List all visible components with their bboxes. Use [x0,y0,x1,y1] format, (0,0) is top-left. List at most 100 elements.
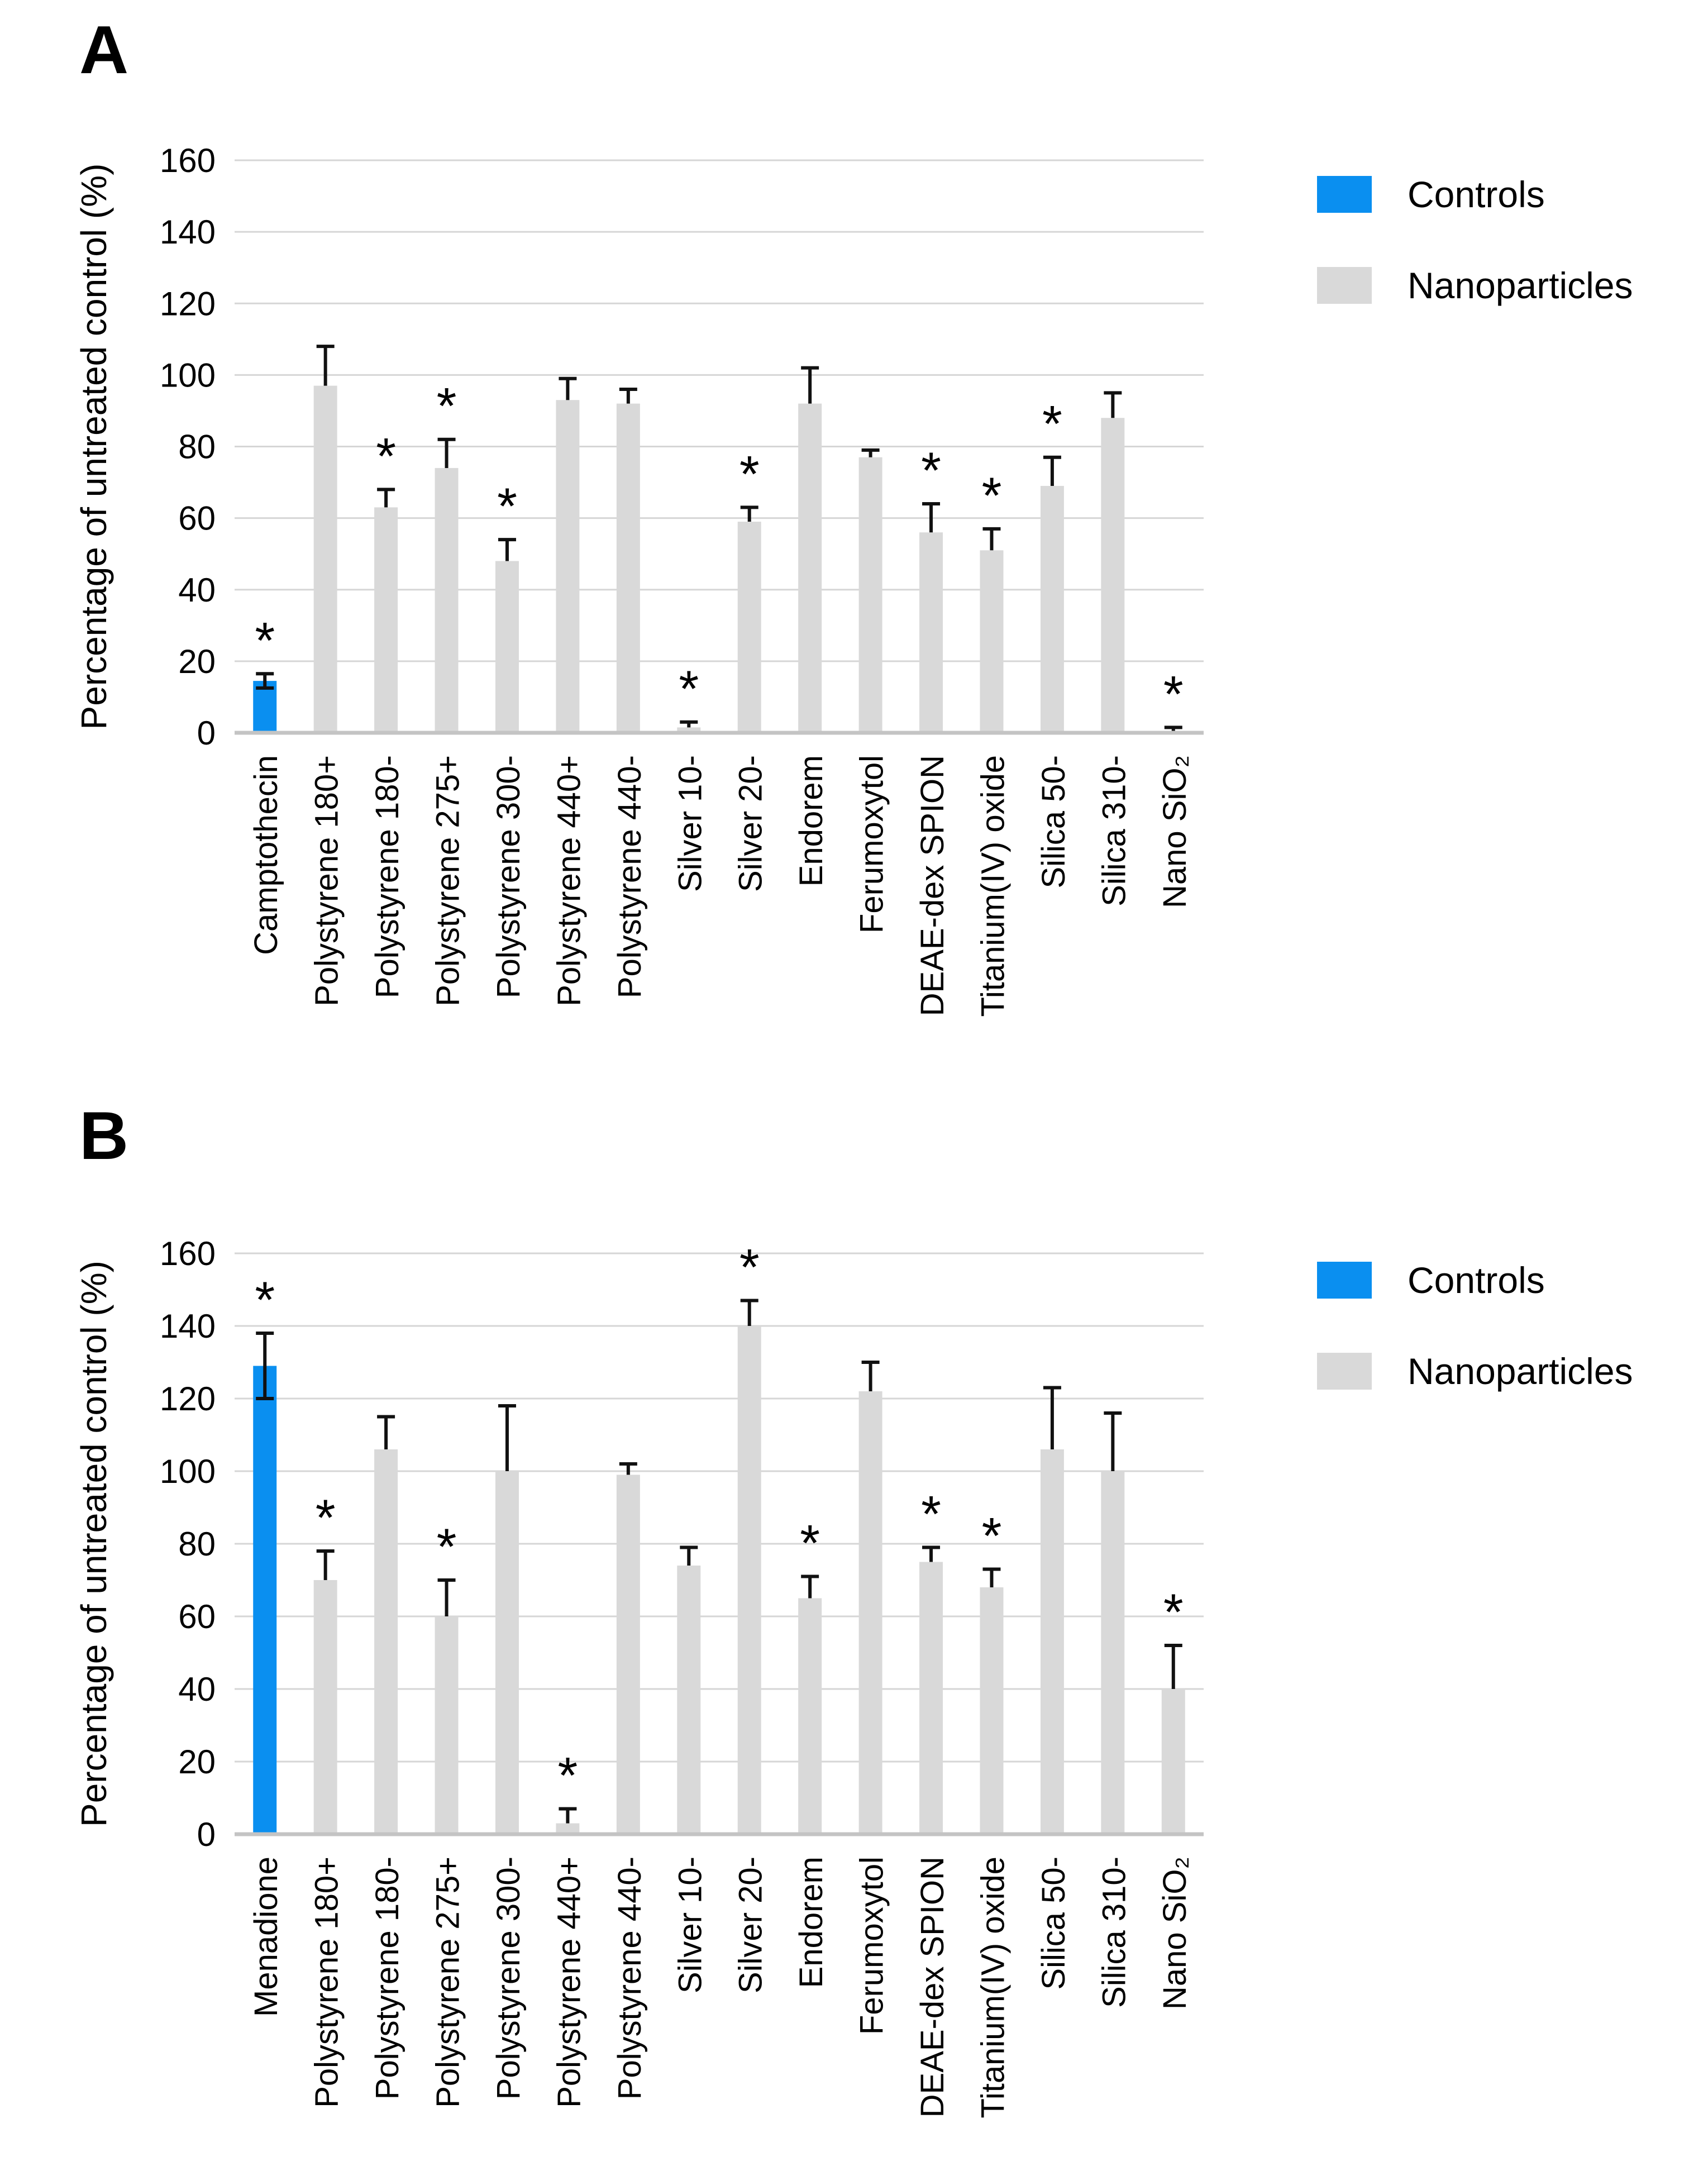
error-bar [982,1567,1001,1587]
error-bar [377,488,395,508]
x-axis-label: Polystyrene 180+ [309,1857,345,2108]
y-tick-label: 140 [160,1308,216,1345]
significance-asterisk: * [437,378,457,435]
panel-b-bar-chart: 0 20 40 60 80 100 120 140 160 * Menadione * Polystyr… [74,1235,1633,2118]
bar-Silica 50- [1040,1449,1064,1834]
x-axis-label: Polystyrene 300- [490,755,527,998]
bar-Silica 50- [1040,485,1064,733]
error-bar [498,538,516,561]
x-axis-label: Nano SiO₂ [1157,1857,1193,2010]
error-bar [740,505,758,522]
x-axis-label: Titanium(IV) oxide [975,1857,1011,2118]
significance-asterisk: * [982,467,1002,524]
bar-Silica 310- [1101,418,1125,733]
panel-b: B 0 20 40 60 80 100 120 140 160 * Menadione * Polyst… [0,1086,1708,2171]
bar-Polystyrene 180+ [313,385,337,733]
error-bar [1164,726,1182,731]
bar-Titanium(IV) oxide [980,1587,1004,1834]
x-axis-label: Titanium(IV) oxide [975,755,1011,1017]
error-bar [498,1404,516,1471]
significance-asterisk: * [255,612,275,669]
y-axis-title: Percentage of untreated control (%) [74,1261,114,1827]
bar-Polystyrene 275+ [435,1616,459,1834]
y-tick-label: 160 [160,1235,216,1272]
error-bar [801,1574,819,1599]
significance-asterisk: * [679,661,699,718]
y-tick-label: 100 [160,356,216,394]
error-bar [680,1545,698,1566]
y-tick-label: 40 [178,571,216,609]
legend-swatch-nanoparticles [1317,1353,1372,1390]
y-tick-label: 120 [160,1380,216,1418]
legend-swatch-controls [1317,1262,1372,1299]
bar-Polystyrene 300- [495,1471,519,1834]
y-tick-label: 80 [178,1525,216,1563]
panel-a-letter: A [79,12,129,88]
y-tick-label: 60 [178,1598,216,1635]
x-axis-label: Polystyrene 275+ [430,755,466,1006]
y-tick-label: 20 [178,1743,216,1781]
x-axis-label: DEAE-dex SPION [914,755,951,1016]
y-tick-label: 80 [178,428,216,466]
x-axis-label: Polystyrene 440+ [551,755,587,1006]
error-bar [316,1549,335,1580]
x-axis-label: Silver 10- [672,755,708,892]
x-axis-label: Silica 310- [1096,755,1132,906]
x-axis-label: Endorem [793,755,829,886]
significance-asterisk: * [558,1748,578,1805]
significance-asterisk: * [376,428,396,485]
error-bar [437,437,456,468]
significance-asterisk: * [1163,666,1184,723]
error-bar [861,448,880,457]
x-axis-label: DEAE-dex SPION [914,1857,951,2117]
legend-swatch-controls [1317,176,1372,213]
x-axis-label: Polystyrene 440- [612,1857,648,2100]
x-axis-label: Silica 310- [1096,1857,1132,2008]
y-tick-label: 0 [197,714,216,752]
bar-DEAE-dex SPION [919,532,943,733]
bar-Ferumoxytol [858,1391,882,1834]
bar-Endorem [798,403,822,733]
y-tick-label: 160 [160,142,216,179]
panel-b-letter: B [79,1098,129,1173]
x-axis-label: Polystyrene 180- [369,1857,405,2100]
y-tick-label: 120 [160,285,216,322]
bar-Menadione [253,1366,277,1834]
error-bar [1043,455,1061,486]
y-tick-label: 60 [178,500,216,537]
x-axis-label: Polystyrene 440- [612,755,648,998]
error-bar [1164,1644,1182,1689]
bar-Polystyrene 180- [374,1449,398,1834]
significance-asterisk: * [316,1490,336,1547]
x-axis-label: Silver 10- [672,1857,708,1993]
x-axis-label: Silica 50- [1036,755,1072,889]
bar-Silver 10- [677,727,701,733]
significance-asterisk: * [1163,1584,1184,1641]
significance-asterisk: * [740,1239,760,1296]
error-bar [559,1807,577,1824]
y-axis-title: Percentage of untreated control (%) [74,164,114,730]
error-bar [559,376,577,400]
x-axis-label: Polystyrene 275+ [430,1857,466,2108]
y-tick-label: 100 [160,1453,216,1490]
significance-asterisk: * [921,442,941,499]
error-bar [619,388,637,404]
legend-label-controls: Controls [1408,1259,1545,1301]
error-bar [377,1415,395,1449]
bar-Polystyrene 440- [616,403,640,733]
bar-Nano SiO₂ [1161,1689,1185,1834]
error-bar [256,672,274,690]
error-bar [1043,1386,1061,1449]
bar-DEAE-dex SPION [919,1562,943,1834]
bar-Silica 310- [1101,1471,1125,1834]
error-bar [680,720,698,728]
significance-asterisk: * [437,1519,457,1576]
legend-label-controls: Controls [1408,174,1545,215]
bar-Silver 10- [677,1566,701,1834]
significance-asterisk: * [982,1508,1002,1565]
error-bar [437,1578,456,1616]
legend-label-nanoparticles: Nanoparticles [1408,1351,1633,1392]
significance-asterisk: * [921,1486,941,1543]
panel-a: A 0 20 40 60 80 100 120 140 160 * Camptothecin Poly… [0,0,1708,1085]
x-axis-label: Ferumoxytol [854,1857,890,2035]
